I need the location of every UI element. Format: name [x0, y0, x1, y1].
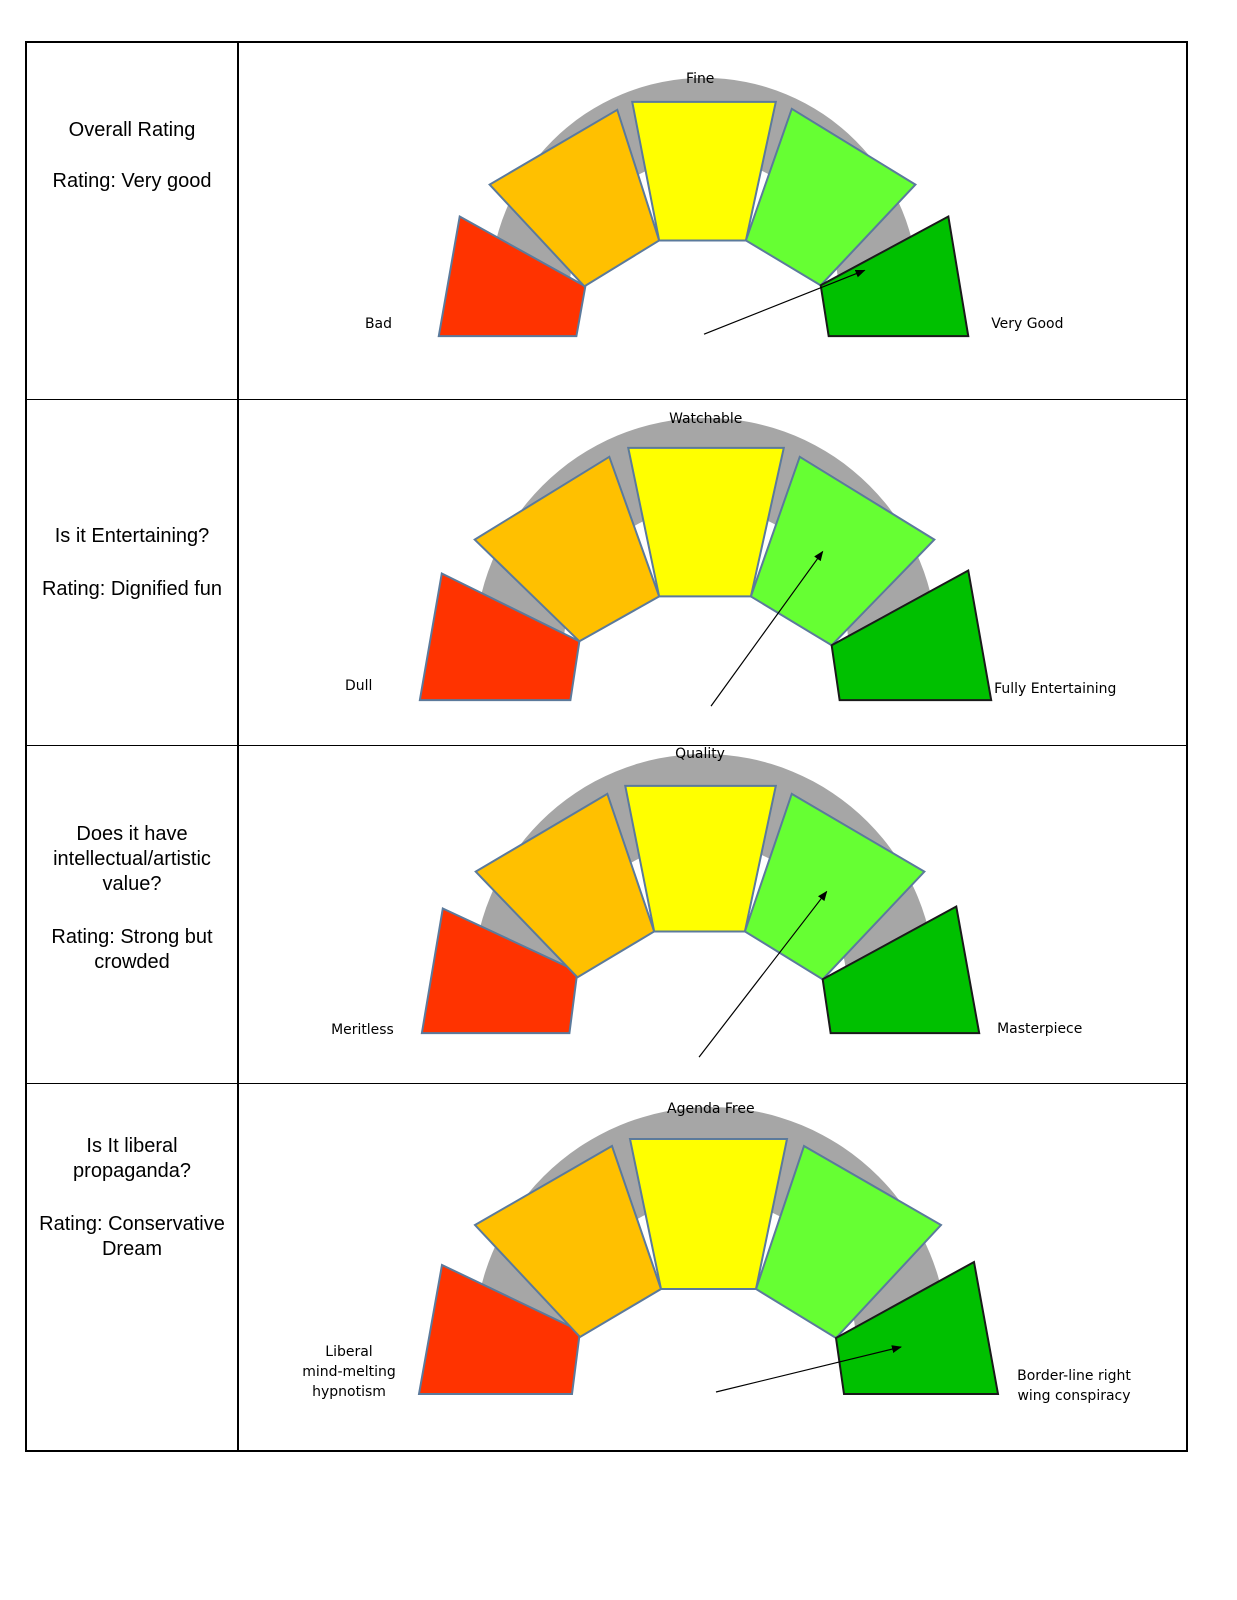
gauge-cell: Liberal mind-melting hypnotism Agenda Free…: [239, 1084, 1186, 1450]
gauge-cell: Bad Fine Very Good: [239, 43, 1186, 399]
gauge-label-top: Fine: [686, 71, 714, 87]
gauge-value: Meritless Quality Masterpiece: [331, 746, 1082, 1058]
rating-text: Rating: Strong but crowded: [51, 926, 213, 973]
segment-best: [819, 214, 970, 338]
gauge-label-left-line: hypnotism: [312, 1384, 386, 1400]
gauge-label-right: Fully Entertaining: [994, 681, 1116, 697]
question-text: Does it have intellectual/artistic value…: [53, 823, 211, 895]
gauge-pointer: [710, 550, 824, 707]
gauge-label-left: Bad: [365, 316, 392, 332]
label-cell: Is It liberal propaganda? Rating: Conser…: [27, 1084, 239, 1450]
gauge-label-top: Quality: [675, 746, 725, 762]
gauge-label-left: Liberal mind-melting hypnotism: [302, 1344, 396, 1400]
segment-best: [821, 904, 981, 1035]
rating-table: Overall Rating Rating: Very good Bad Fin…: [25, 41, 1188, 1452]
gauge-label-right-line: wing conspiracy: [1017, 1388, 1130, 1404]
gauge-pointer: [703, 269, 866, 335]
gauge-label-left-line: Liberal: [325, 1344, 372, 1360]
gauge-overall: Bad Fine Very Good: [365, 71, 1063, 338]
gauge-label-right: Border-line right wing conspiracy: [1017, 1368, 1131, 1404]
segment-bad: [437, 214, 587, 338]
question-text: Is It liberal propaganda?: [73, 1135, 191, 1182]
rating-row-overall: Overall Rating Rating: Very good Bad Fin…: [27, 43, 1186, 400]
gauge-label-left: Dull: [345, 678, 372, 694]
segment-best: [834, 1260, 1000, 1395]
segment-bad: [417, 1263, 582, 1395]
segment-bad: [418, 572, 581, 702]
gauge-label-right: Very Good: [991, 316, 1063, 332]
gauge-label-right: Masterpiece: [997, 1021, 1082, 1037]
label-cell: Is it Entertaining? Rating: Dignified fu…: [27, 400, 239, 745]
gauge-label-top: Watchable: [669, 411, 742, 427]
gauge-label-top: Agenda Free: [667, 1101, 755, 1117]
gauge-cell: Dull Watchable Fully Entertaining: [239, 400, 1186, 745]
gauge-propaganda: Liberal mind-melting hypnotism Agenda Free…: [302, 1101, 1131, 1404]
rating-row-entertaining: Is it Entertaining? Rating: Dignified fu…: [27, 400, 1186, 746]
rating-text: Rating: Very good: [52, 170, 212, 192]
question-text: Overall Rating: [68, 119, 196, 141]
gauge-label-left-line: mind-melting: [302, 1364, 396, 1380]
segment-best: [830, 568, 993, 702]
label-cell: Does it have intellectual/artistic value…: [27, 746, 239, 1083]
gauge-entertaining: Dull Watchable Fully Entertaining: [345, 411, 1116, 707]
label-cell: Overall Rating Rating: Very good: [27, 43, 239, 399]
gauge-label-left: Meritless: [331, 1022, 394, 1038]
gauge-label-right-line: Border-line right: [1017, 1368, 1131, 1384]
gauge-pointer: [698, 890, 828, 1058]
question-text: Is it Entertaining?: [54, 525, 210, 547]
rating-row-propaganda: Is It liberal propaganda? Rating: Conser…: [27, 1084, 1186, 1450]
rating-row-value: Does it have intellectual/artistic value…: [27, 746, 1186, 1084]
rating-text: Rating: Dignified fun: [41, 578, 223, 600]
segment-bad: [420, 907, 579, 1035]
gauge-cell: Meritless Quality Masterpiece: [239, 746, 1186, 1083]
gauge-pointer: [715, 1345, 902, 1393]
rating-text: Rating: Conservative Dream: [39, 1213, 225, 1260]
